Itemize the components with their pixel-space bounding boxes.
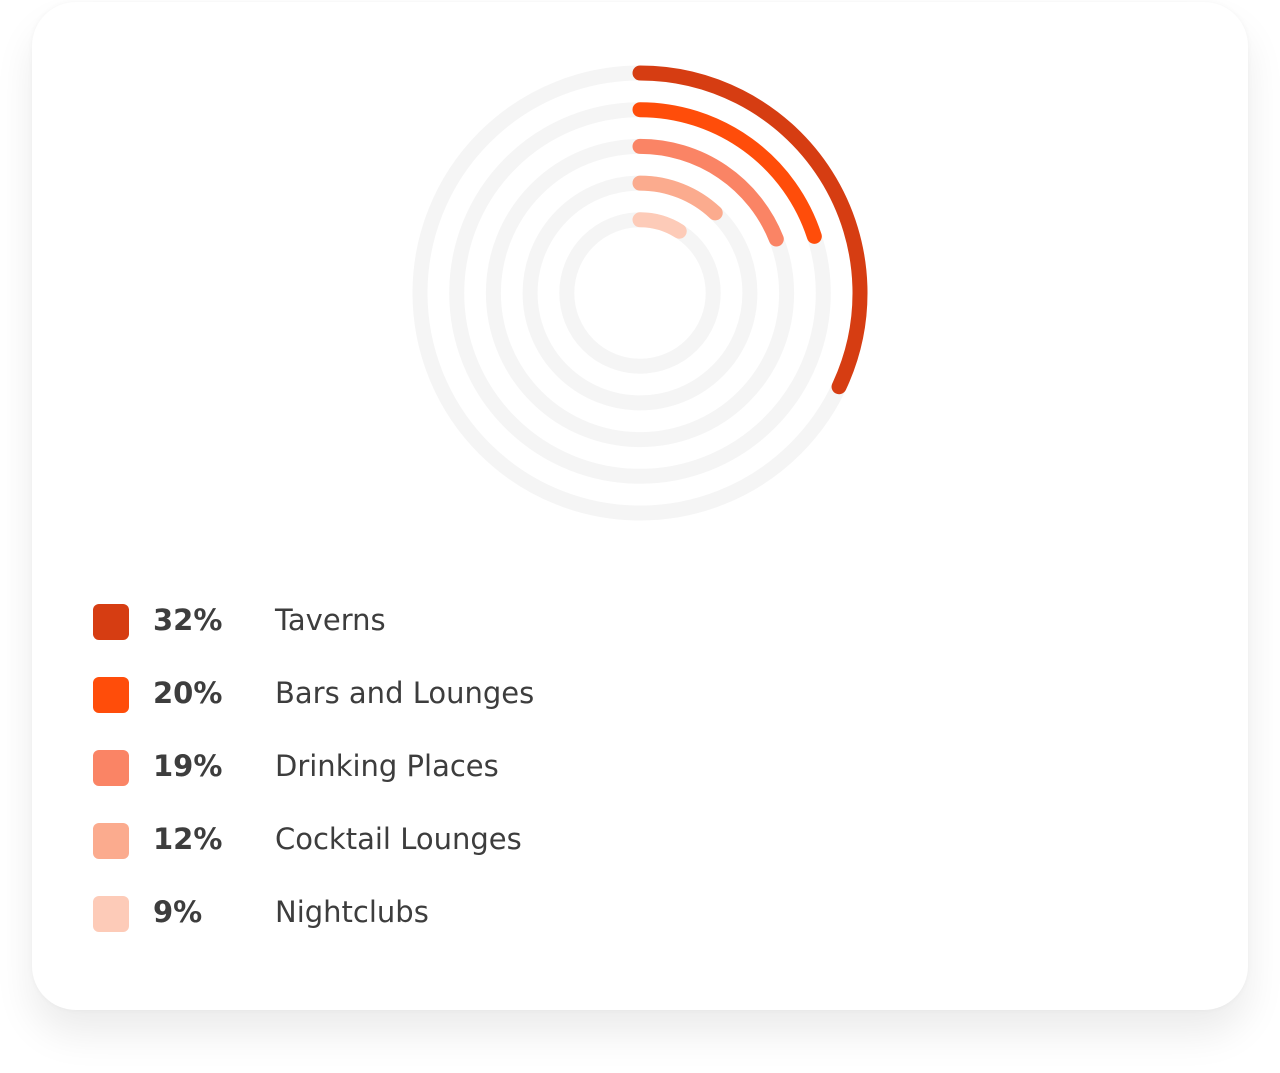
legend-value: 12% [153,822,222,856]
radial-bar [632,65,868,395]
radial-bar [632,212,687,239]
legend-label: Nightclubs [275,895,429,929]
radial-bar [632,175,723,221]
radial-bar [632,102,822,244]
legend-label: Bars and Lounges [275,676,534,710]
legend-value: 20% [153,676,222,710]
legend-label: Cocktail Lounges [275,822,522,856]
legend-value: 32% [153,603,222,637]
legend-swatch [93,677,129,713]
legend-swatch [93,750,129,786]
legend-label: Drinking Places [275,749,499,783]
ring-track [559,212,721,374]
legend-swatch [93,823,129,859]
legend-value: 19% [153,749,222,783]
radial-bar [632,138,784,247]
legend-swatch [93,604,129,640]
legend-label: Taverns [274,603,386,637]
legend-swatch [93,896,129,932]
legend-value: 9% [153,895,202,929]
